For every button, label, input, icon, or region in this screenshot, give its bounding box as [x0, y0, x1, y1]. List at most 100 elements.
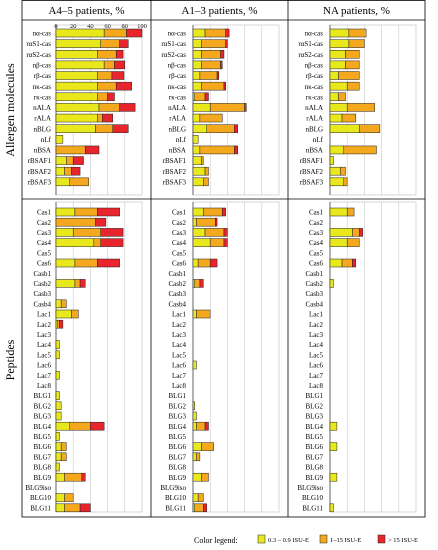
bar-pep-1-21-seg0 — [55, 421, 71, 431]
row-group-label-molecules: Allergen molecules — [3, 63, 17, 157]
category-label-pep-1-9: Casb4 — [34, 300, 52, 308]
bar-pep-1-7-seg1 — [74, 279, 81, 288]
category-label-pep-3-4: Cas5 — [309, 249, 324, 257]
bar-mol-1-4-seg1 — [97, 71, 113, 80]
bar-mol-1-7-seg0 — [55, 103, 100, 112]
bar-pep-1-2-seg2 — [100, 228, 124, 237]
bar-pep-1-0-seg0 — [55, 207, 76, 217]
bar-pep-3-5-seg1 — [341, 258, 353, 268]
bar-pep-2-1-seg0 — [192, 217, 197, 227]
bar-pep-2-1-seg1 — [196, 217, 216, 227]
category-label-pep-3-1: Cas2 — [309, 219, 324, 227]
bar-mol-3-14-seg0 — [329, 177, 345, 187]
bar-pep-2-10-seg1 — [196, 309, 211, 319]
category-label-mol-2-4: rβ-cas — [169, 72, 186, 80]
bar-mol-1-13-seg1 — [64, 166, 72, 176]
bar-mol-1-12-seg0 — [55, 156, 67, 165]
category-label-pep-1-8: Casb3 — [34, 290, 52, 298]
bar-pep-2-21-seg0 — [192, 421, 197, 431]
bar-mol-3-13-seg0 — [329, 166, 341, 176]
category-label-pep-2-8: Casb3 — [169, 290, 187, 298]
category-label-mol-3-9: nBLG — [306, 125, 324, 133]
category-label-pep-2-4: Cas5 — [172, 249, 187, 257]
bar-pep-1-9-seg1 — [60, 299, 67, 309]
category-label-mol-1-10: nLf — [41, 136, 52, 144]
bar-pep-1-24-seg1 — [60, 452, 67, 462]
bar-mol-1-5-seg1 — [97, 81, 117, 91]
category-label-pep-3-3: Cas4 — [309, 239, 324, 247]
bar-pep-2-26-seg0 — [192, 472, 202, 482]
bar-mol-2-11-seg2 — [234, 145, 238, 155]
bar-pep-1-26-seg2 — [81, 472, 86, 482]
bar-mol-2-1-seg2 — [225, 39, 228, 48]
bar-mol-3-12-seg0 — [329, 156, 334, 165]
bar-pep-2-2-seg2 — [223, 228, 228, 237]
category-label-mol-3-3: nβ-cas — [305, 61, 324, 69]
bar-pep-3-29-seg0 — [329, 503, 334, 513]
category-label-pep-2-13: Lac4 — [172, 341, 186, 349]
category-label-pep-3-26: BLG9 — [306, 474, 324, 482]
bar-pep-3-21-seg0 — [329, 421, 338, 431]
bar-mol-3-8-seg0 — [329, 113, 343, 123]
category-label-pep-3-2: Cas3 — [309, 229, 324, 237]
bar-pep-1-2-seg0 — [55, 228, 74, 237]
bar-pep-2-29-seg1 — [194, 503, 204, 513]
bar-mol-1-8-seg2 — [102, 113, 114, 123]
category-label-pep-3-21: BLG4 — [306, 423, 324, 431]
category-label-pep-1-0: Cas1 — [37, 209, 52, 217]
bar-pep-1-5-seg0 — [55, 258, 76, 268]
bar-pep-1-21-seg1 — [69, 421, 91, 431]
category-label-mol-1-3: nβ-cas — [33, 61, 52, 69]
bar-pep-2-3-seg2 — [223, 238, 228, 247]
bar-pep-1-10-seg0 — [55, 309, 72, 319]
category-label-pep-1-22: BLG5 — [34, 433, 52, 441]
category-label-pep-2-3: Cas4 — [172, 239, 187, 247]
category-label-pep-3-11: Lac2 — [309, 321, 323, 329]
category-label-pep-1-28: BLG10 — [30, 494, 52, 502]
category-label-mol-3-5: nκ-cas — [305, 83, 324, 91]
category-label-pep-1-17: Lac8 — [37, 382, 51, 390]
category-label-mol-1-5: nκ-cas — [33, 83, 52, 91]
category-label-mol-3-1: rαS1-cas — [298, 40, 323, 48]
category-label-pep-2-21: BLG4 — [169, 423, 187, 431]
bar-mol-2-6-seg0 — [192, 92, 195, 102]
bar-pep-1-29-seg0 — [55, 503, 65, 513]
bar-mol-2-7-seg1 — [209, 103, 245, 112]
category-label-pep-1-11: Lac2 — [37, 321, 51, 329]
bar-pep-3-0-seg1 — [346, 207, 355, 217]
category-label-mol-2-14: rBSAF3 — [163, 178, 187, 186]
bar-pep-2-0-seg2 — [221, 207, 226, 217]
category-label-pep-1-12: Lac3 — [37, 331, 51, 339]
row-group-label-peptides: Peptides — [3, 339, 17, 380]
bar-mol-2-7-seg0 — [192, 103, 211, 112]
category-label-pep-2-6: Casb1 — [169, 270, 187, 278]
category-label-pep-3-23: BLG6 — [306, 443, 324, 451]
category-label-pep-2-0: Cas1 — [172, 209, 187, 217]
category-label-pep-1-4: Cas5 — [37, 249, 52, 257]
category-label-mol-1-13: rBSAF2 — [28, 168, 52, 176]
category-label-pep-2-26: BLG9 — [169, 474, 187, 482]
category-label-pep-1-26: BLG9 — [34, 474, 52, 482]
category-label-mol-2-0: nα-cas — [168, 30, 187, 38]
bar-pep-2-5-seg1 — [197, 258, 211, 268]
bar-mol-1-4-seg0 — [55, 71, 98, 80]
category-label-pep-2-12: Lac3 — [172, 331, 186, 339]
bar-pep-1-10-seg1 — [71, 309, 79, 319]
category-label-pep-1-18: BLG1 — [34, 392, 52, 400]
category-label-pep-1-24: BLG7 — [34, 453, 52, 461]
bar-mol-3-5-seg0 — [329, 81, 348, 91]
bar-mol-3-9-seg0 — [329, 124, 360, 133]
bar-pep-1-3-seg0 — [55, 238, 95, 247]
category-label-pep-2-14: Lac5 — [172, 351, 186, 359]
category-label-pep-3-28: BLG10 — [302, 494, 324, 502]
category-label-pep-1-14: Lac5 — [37, 351, 51, 359]
bar-mol-2-9-seg0 — [192, 124, 208, 133]
bar-pep-1-11-seg0 — [55, 319, 58, 329]
category-label-mol-2-6: rκ-cas — [169, 93, 186, 101]
category-label-pep-3-17: Lac8 — [309, 382, 323, 390]
bar-mol-1-13-seg2 — [71, 166, 81, 176]
bar-mol-2-12-seg1 — [201, 156, 204, 165]
category-label-mol-2-13: rBSAF2 — [163, 168, 187, 176]
bar-mol-1-11-seg1 — [55, 145, 86, 155]
bar-pep-2-26-seg1 — [201, 472, 209, 482]
